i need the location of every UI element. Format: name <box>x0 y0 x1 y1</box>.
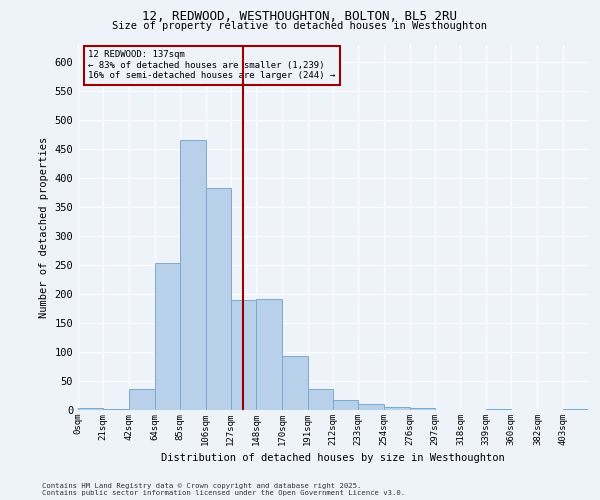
Bar <box>333 400 358 410</box>
Text: Size of property relative to detached houses in Westhoughton: Size of property relative to detached ho… <box>113 21 487 31</box>
Bar <box>358 404 383 410</box>
Bar <box>103 409 128 410</box>
Bar <box>410 408 435 410</box>
Bar <box>78 408 103 410</box>
Bar <box>155 264 180 410</box>
Text: Contains HM Land Registry data © Crown copyright and database right 2025.: Contains HM Land Registry data © Crown c… <box>42 483 361 489</box>
Bar <box>128 388 155 410</box>
Bar <box>231 300 256 410</box>
X-axis label: Distribution of detached houses by size in Westhoughton: Distribution of detached houses by size … <box>161 454 505 464</box>
Text: 12 REDWOOD: 137sqm
← 83% of detached houses are smaller (1,239)
16% of semi-deta: 12 REDWOOD: 137sqm ← 83% of detached hou… <box>88 50 335 80</box>
Bar <box>383 407 410 410</box>
Bar <box>486 409 511 410</box>
Bar <box>256 300 283 410</box>
Bar <box>283 356 308 410</box>
Y-axis label: Number of detached properties: Number of detached properties <box>39 137 49 318</box>
Text: 12, REDWOOD, WESTHOUGHTON, BOLTON, BL5 2RU: 12, REDWOOD, WESTHOUGHTON, BOLTON, BL5 2… <box>143 10 458 23</box>
Bar <box>308 388 333 410</box>
Text: Contains public sector information licensed under the Open Government Licence v3: Contains public sector information licen… <box>42 490 405 496</box>
Bar <box>205 188 231 410</box>
Bar <box>180 140 205 410</box>
